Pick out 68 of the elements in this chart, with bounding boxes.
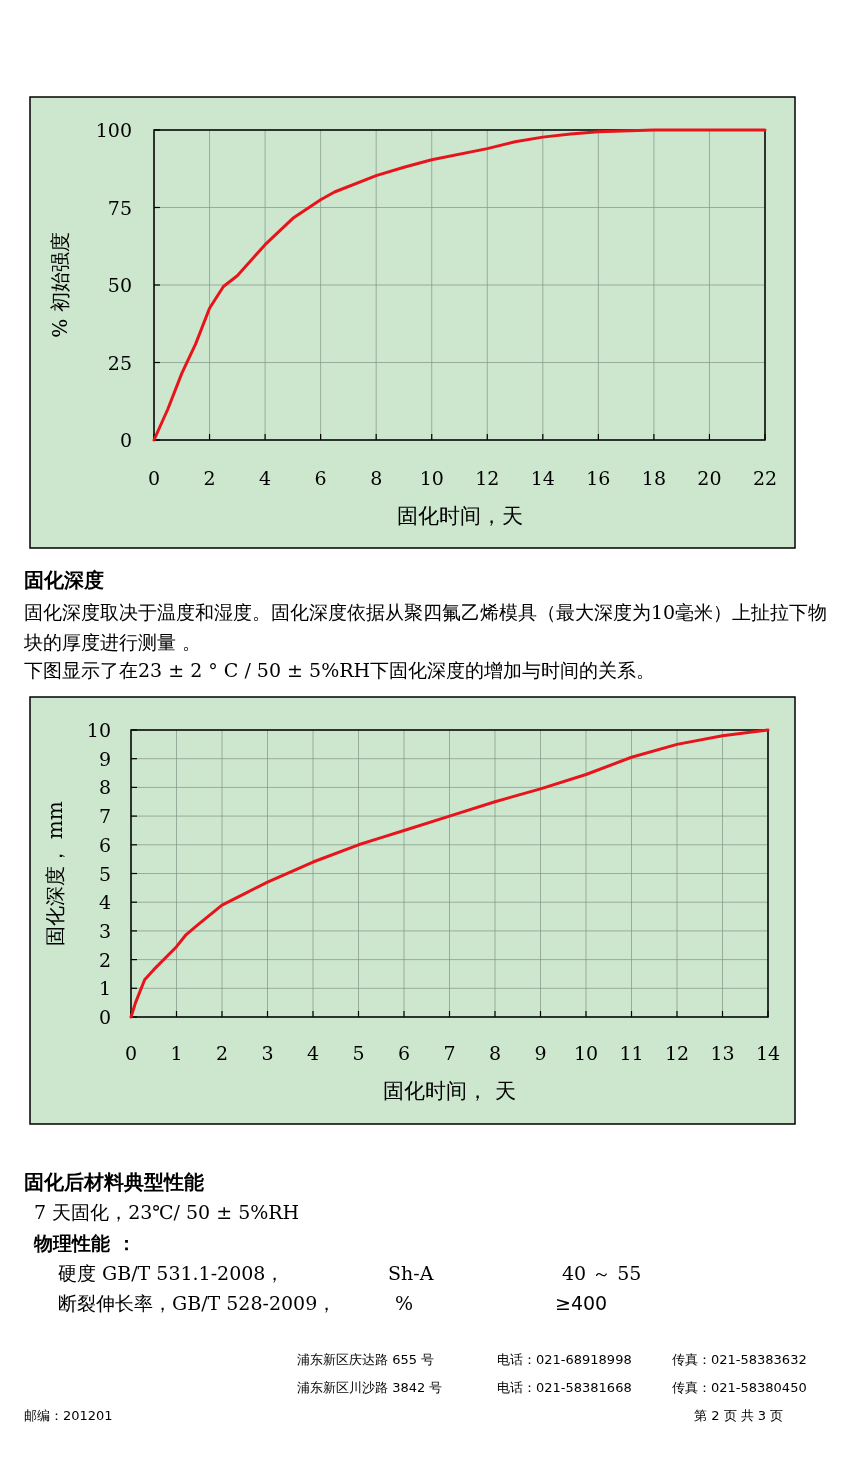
y-tick-label: 5 bbox=[98, 862, 111, 885]
y-tick-label: 100 bbox=[95, 119, 132, 141]
y-axis-title: % 初始强度 bbox=[48, 232, 72, 338]
text: 电话：021-58381668 bbox=[497, 1380, 632, 1395]
text: 断裂伸长率，GB/T 528-2009， bbox=[58, 1292, 337, 1314]
y-tick-label: 6 bbox=[98, 833, 111, 856]
x-tick-label: 10 bbox=[419, 467, 444, 489]
text: Sh-A bbox=[388, 1262, 434, 1284]
x-axis-title: 固化时间， 天 bbox=[383, 1079, 516, 1103]
x-tick-label: 2 bbox=[215, 1042, 229, 1064]
text: % bbox=[395, 1292, 414, 1314]
text: 邮编：201201 bbox=[24, 1408, 113, 1423]
y-tick-label: 7 bbox=[98, 805, 111, 828]
text: 40 ～ 55 bbox=[562, 1262, 642, 1284]
x-tick-label: 5 bbox=[352, 1042, 365, 1064]
y-tick-label: 2 bbox=[98, 948, 111, 971]
text: 下图显示了在23 ± 2 ° C / 50 ± 5%RH下固化深度的增加与时间的关系。 bbox=[24, 659, 656, 681]
x-tick-label: 13 bbox=[710, 1042, 735, 1064]
chart-title: 固化深度 bbox=[24, 568, 104, 592]
y-tick-label: 4 bbox=[98, 891, 111, 914]
y-tick-label: 3 bbox=[98, 919, 111, 942]
x-tick-label: 14 bbox=[530, 467, 555, 489]
x-tick-label: 0 bbox=[147, 467, 161, 489]
x-tick-label: 8 bbox=[370, 467, 383, 489]
x-tick-label: 18 bbox=[641, 467, 666, 489]
x-tick-label: 12 bbox=[664, 1042, 690, 1064]
y-tick-label: 8 bbox=[98, 776, 111, 799]
text: 浦东新区川沙路 3842 号 bbox=[297, 1380, 443, 1395]
x-tick-label: 4 bbox=[259, 467, 272, 489]
y-tick-label: 75 bbox=[107, 196, 132, 219]
text: 电话：021-68918998 bbox=[497, 1352, 632, 1367]
text: 物理性能 ： bbox=[33, 1232, 136, 1254]
x-tick-label: 12 bbox=[475, 467, 500, 489]
y-tick-label: 1 bbox=[98, 977, 111, 1000]
x-tick-label: 4 bbox=[306, 1042, 320, 1064]
y-tick-label: 0 bbox=[98, 1006, 111, 1028]
text: 7 天固化，23℃/ 50 ± 5%RH bbox=[34, 1201, 300, 1223]
x-tick-label: 7 bbox=[443, 1042, 456, 1064]
text: 第 2 页 共 3 页 bbox=[694, 1408, 784, 1423]
x-tick-label: 22 bbox=[752, 467, 778, 489]
text: 浦东新区庆达路 655 号 bbox=[297, 1352, 435, 1367]
x-tick-label: 10 bbox=[573, 1042, 599, 1064]
x-tick-label: 6 bbox=[397, 1042, 411, 1064]
x-tick-label: 3 bbox=[261, 1042, 274, 1064]
chart-subtitle: 固化深度取决于温度和湿度。固化深度依据从聚四氟乙烯模具（最大深度为10毫米）上扯拉下物块的厚度进行测量 。 bbox=[24, 600, 829, 655]
x-tick-label: 14 bbox=[755, 1042, 781, 1064]
x-tick-label: 2 bbox=[203, 467, 216, 489]
x-tick-label: 1 bbox=[170, 1042, 183, 1064]
x-tick-label: 16 bbox=[586, 467, 611, 489]
x-tick-label: 8 bbox=[488, 1042, 502, 1064]
x-axis-title: 固化时间，天 bbox=[396, 504, 523, 528]
y-tick-label: 50 bbox=[107, 274, 132, 296]
text: ≥400 bbox=[555, 1292, 608, 1314]
text: 固化后材料典型性能 bbox=[24, 1170, 204, 1194]
y-tick-label: 10 bbox=[86, 719, 111, 741]
y-axis-title: 固化深度， mm bbox=[43, 801, 67, 946]
y-tick-label: 0 bbox=[119, 429, 132, 451]
y-tick-label: 25 bbox=[107, 351, 132, 374]
x-tick-label: 6 bbox=[314, 467, 327, 489]
text: 传真：021-58380450 bbox=[672, 1380, 807, 1395]
x-tick-label: 9 bbox=[534, 1042, 547, 1064]
text: 传真：021-58383632 bbox=[672, 1352, 807, 1367]
text: 硬度 GB/T 531.1-2008， bbox=[58, 1262, 285, 1284]
y-tick-label: 9 bbox=[98, 747, 111, 770]
x-tick-label: 11 bbox=[619, 1042, 644, 1064]
x-tick-label: 20 bbox=[697, 467, 722, 489]
line-series bbox=[152, 128, 767, 442]
line-series bbox=[129, 728, 770, 1019]
